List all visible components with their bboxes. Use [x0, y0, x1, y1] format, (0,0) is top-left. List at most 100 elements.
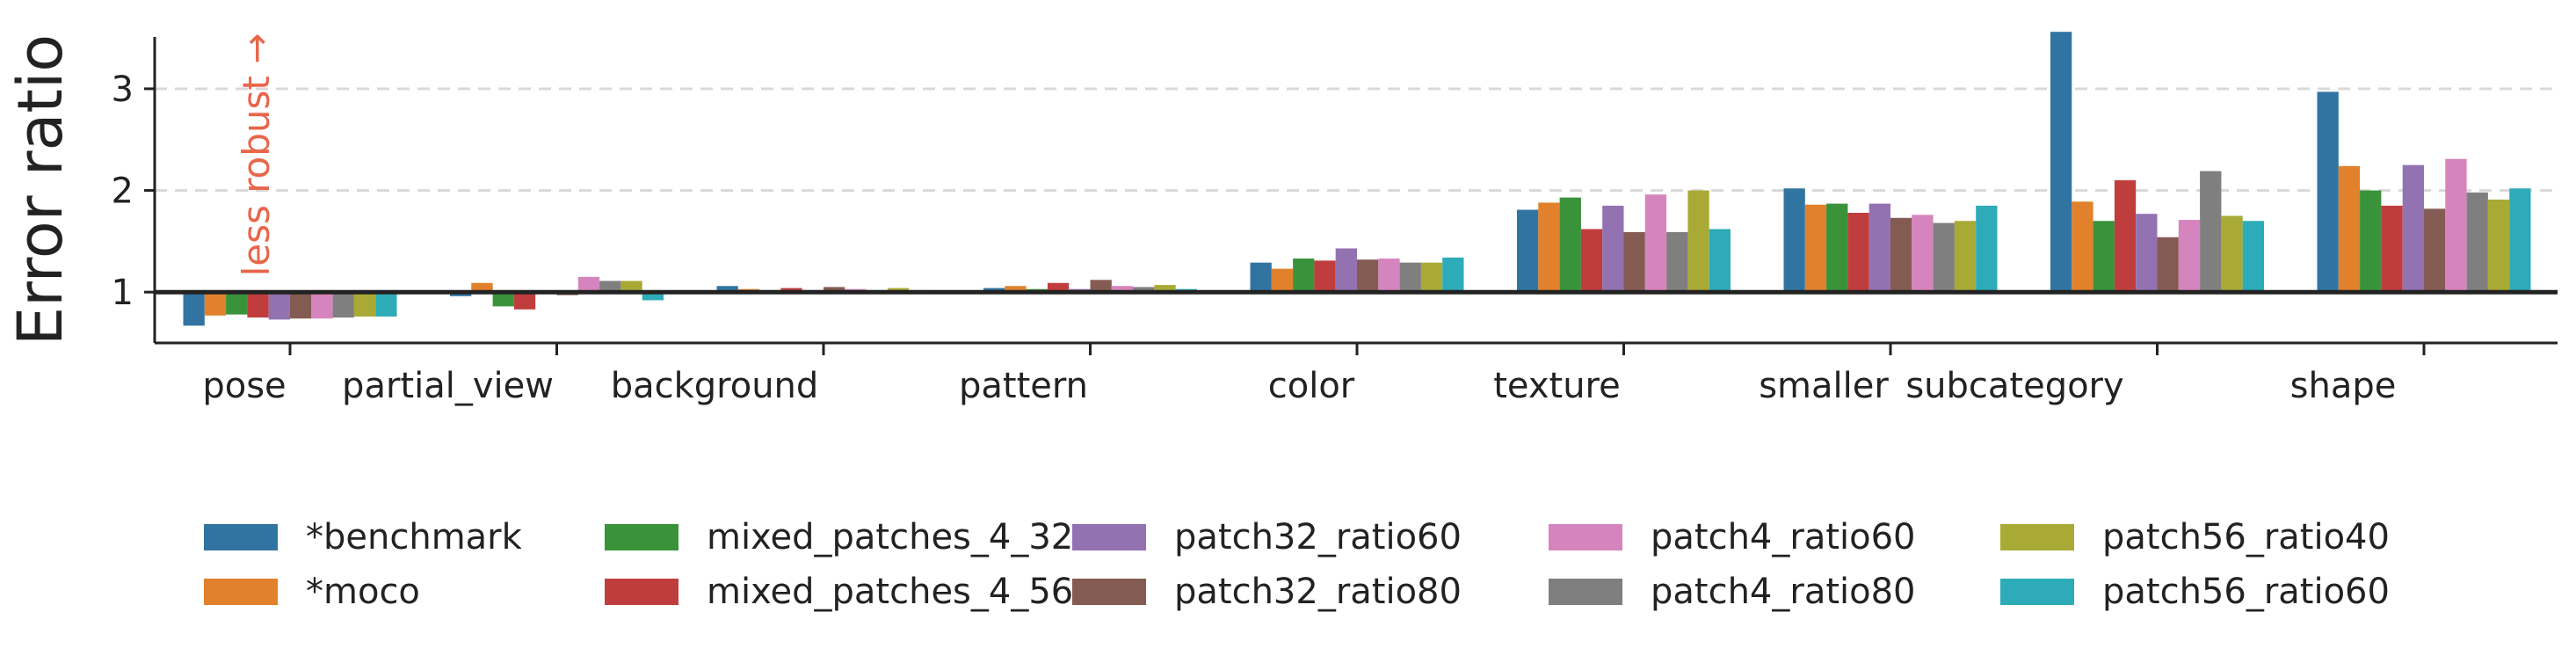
bar-mixed-patches-4-32-smaller — [1826, 203, 1848, 293]
bar-group — [183, 32, 2531, 326]
y-tick-label-3: 3 — [112, 69, 134, 110]
legend-label: mixed_patches_4_32 — [707, 517, 1074, 558]
bar-patch4-ratio80-texture — [1666, 231, 1688, 293]
bar-benchmark-pose — [183, 292, 205, 326]
bar-patch4-ratio80-smaller — [1933, 222, 1955, 293]
x-tick-label-subcategory: subcategory — [1905, 366, 2123, 406]
bar-patch4-ratio60-smaller — [1912, 215, 1934, 293]
bar-moco-smaller — [1804, 204, 1827, 293]
bar-patch56-ratio40-subcategory — [2221, 215, 2243, 293]
bar-mixed-patches-4-32-shape — [2360, 190, 2382, 293]
legend-label: mixed_patches_4_56 — [707, 572, 1074, 612]
bar-mixed-patches-4-56-texture — [1580, 229, 1603, 293]
x-tick-label-shape: shape — [2290, 366, 2397, 406]
legend-swatch — [605, 579, 678, 605]
bar-mixed-patches-4-56-subcategory — [2114, 180, 2137, 293]
legend-label: *benchmark — [306, 517, 522, 558]
bar-patch32-ratio80-subcategory — [2157, 237, 2179, 293]
legend-item: patch32_ratio60 — [1072, 510, 1549, 565]
bar-mixed-patches-4-56-shape — [2381, 205, 2403, 293]
less-robust-annotation: less robust → — [235, 33, 278, 277]
bar-benchmark-shape — [2317, 91, 2339, 293]
bar-patch32-ratio60-texture — [1602, 205, 1624, 293]
legend-swatch — [2000, 524, 2074, 550]
y-tick-label-2: 2 — [112, 171, 134, 212]
legend-swatch — [2000, 579, 2074, 605]
legend-label: patch56_ratio60 — [2102, 572, 2390, 612]
x-tick-label-pose: pose — [202, 366, 286, 406]
bar-patch56-ratio40-pattern — [1154, 285, 1176, 293]
bar-moco-pattern — [1005, 286, 1027, 293]
bar-patch32-ratio60-pose — [268, 292, 290, 320]
legend-swatch — [605, 524, 678, 550]
legend-item: *benchmark — [204, 510, 605, 565]
bar-mixed-patches-4-56-pattern — [1047, 282, 1070, 293]
bar-mixed-patches-4-32-texture — [1559, 197, 1581, 293]
bar-patch32-ratio80-smaller — [1890, 217, 1912, 293]
bar-patch32-ratio80-pose — [290, 292, 312, 319]
bar-patch4-ratio60-pose — [311, 292, 333, 319]
bar-patch32-ratio60-smaller — [1869, 203, 1890, 293]
legend-item: patch4_ratio60 — [1549, 510, 2000, 565]
bar-patch4-ratio60-subcategory — [2178, 220, 2201, 293]
bar-patch56-ratio60-shape — [2509, 188, 2531, 293]
bar-patch56-ratio40-smaller — [1954, 221, 1977, 293]
bar-patch4-ratio60-color — [1378, 259, 1400, 293]
legend-label: patch4_ratio60 — [1651, 517, 1916, 558]
bar-patch4-ratio60-partial_view — [577, 276, 600, 293]
bar-patch32-ratio80-shape — [2424, 208, 2446, 293]
bar-patch4-ratio80-partial_view — [599, 281, 621, 293]
x-tick-label-smaller: smaller — [1759, 366, 1889, 406]
bar-mixed-patches-4-56-color — [1314, 260, 1336, 293]
legend-item: *moco — [204, 565, 605, 619]
x-tick-label-color: color — [1268, 366, 1355, 406]
bar-patch56-ratio60-smaller — [1976, 205, 1998, 293]
bar-patch32-ratio80-color — [1357, 259, 1379, 293]
legend: *benchmark *moco mixed_patches_4_32 mixed_p… — [204, 510, 2422, 619]
x-tick-label-texture: texture — [1493, 366, 1620, 406]
legend-item: patch4_ratio80 — [1549, 565, 2000, 619]
x-tick-label-pattern: pattern — [959, 366, 1088, 406]
legend-swatch — [1072, 579, 1146, 605]
bar-patch32-ratio60-shape — [2402, 164, 2424, 293]
bar-patch4-ratio80-color — [1399, 262, 1421, 293]
bar-benchmark-background — [716, 286, 738, 293]
x-tick-label-partial_view: partial_view — [342, 366, 554, 406]
bar-patch4-ratio80-pattern — [1133, 287, 1155, 293]
bar-patch56-ratio60-partial_view — [642, 292, 664, 301]
bar-patch56-ratio60-pose — [375, 292, 397, 317]
legend-swatch — [1072, 524, 1146, 550]
bar-moco-partial_view — [471, 282, 493, 293]
legend-label: patch56_ratio40 — [2102, 517, 2390, 558]
x-tick-label-background: background — [611, 366, 819, 406]
bar-patch56-ratio60-subcategory — [2242, 221, 2264, 293]
y-axis-label: Error ratio — [4, 34, 76, 346]
bar-mixed-patches-4-56-smaller — [1847, 213, 1869, 293]
bar-benchmark-smaller — [1783, 188, 1805, 293]
bar-moco-color — [1271, 268, 1294, 293]
bar-patch32-ratio80-background — [824, 287, 845, 293]
bar-moco-pose — [204, 292, 227, 316]
legend-item: mixed_patches_4_56 — [605, 565, 1074, 619]
bar-patch4-ratio60-pattern — [1111, 286, 1134, 293]
bar-mixed-patches-4-32-partial_view — [492, 292, 514, 307]
legend-item: mixed_patches_4_32 — [605, 510, 1074, 565]
legend-label: patch32_ratio60 — [1174, 517, 1462, 558]
legend-label: *moco — [306, 572, 420, 612]
legend-item: patch56_ratio40 — [2000, 510, 2422, 565]
bar-patch56-ratio40-texture — [1687, 190, 1709, 293]
bar-patch32-ratio60-color — [1335, 248, 1357, 293]
bar-patch56-ratio40-color — [1420, 262, 1443, 293]
legend-swatch — [204, 579, 278, 605]
bar-patch4-ratio80-shape — [2466, 192, 2488, 293]
bar-patch56-ratio60-color — [1442, 257, 1464, 293]
legend-swatch — [1549, 579, 1622, 605]
y-gridlines — [155, 87, 2558, 193]
bar-patch56-ratio60-texture — [1709, 229, 1731, 293]
bar-mixed-patches-4-56-pose — [247, 292, 269, 318]
bar-patch4-ratio60-shape — [2445, 158, 2467, 293]
bar-benchmark-subcategory — [2050, 32, 2072, 293]
bar-patch4-ratio80-pose — [332, 292, 354, 318]
bar-patch56-ratio40-pose — [353, 292, 376, 317]
